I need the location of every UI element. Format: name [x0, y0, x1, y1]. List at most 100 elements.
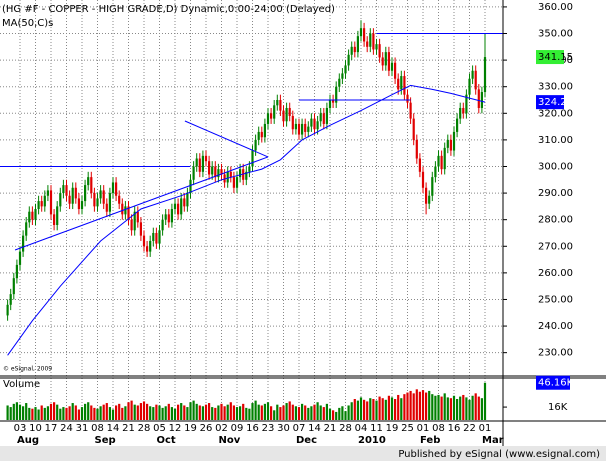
volume-bar: [220, 403, 223, 420]
volume-bar: [369, 398, 372, 420]
candle-body: [127, 206, 130, 220]
volume-bar: [276, 404, 279, 420]
candle-body: [239, 169, 242, 178]
volume-bar: [183, 405, 186, 420]
month-label: 2010: [358, 435, 386, 446]
volume-bar: [443, 393, 446, 420]
volume-bar: [254, 400, 257, 420]
candle-body: [483, 57, 487, 93]
candle-body: [356, 36, 359, 53]
volume-bar: [161, 407, 164, 420]
candle-body: [313, 118, 316, 130]
volume-bar: [239, 406, 242, 420]
volume-bar: [266, 402, 270, 420]
candle-body: [291, 115, 294, 130]
candle-body: [56, 206, 59, 225]
y-tick-label: 290.00: [538, 188, 573, 199]
candle-body: [37, 201, 40, 210]
candle-body: [425, 187, 428, 204]
candle-body: [220, 169, 223, 175]
volume-bar: [465, 397, 468, 420]
x-tick-label: 03: [14, 423, 27, 434]
x-tick-label: 25: [401, 423, 414, 434]
volume-bar: [170, 407, 173, 420]
volume-bar: [49, 403, 53, 420]
candle-body: [254, 139, 257, 151]
trendline: [14, 156, 269, 251]
volume-bar: [474, 393, 477, 420]
volume-bar: [99, 406, 102, 420]
volume-bar: [115, 405, 118, 420]
candle-body: [387, 52, 390, 71]
volume-bar: [208, 403, 211, 420]
candle-body: [285, 107, 288, 122]
footer-band: [0, 446, 606, 461]
candle-body: [359, 28, 363, 37]
candle-body: [270, 113, 273, 119]
candle-body: [400, 76, 403, 90]
marks: [0, 20, 504, 420]
volume-bar: [90, 405, 93, 420]
candle-body: [87, 177, 90, 186]
x-tick-label: 17: [45, 423, 58, 434]
candle-body: [167, 214, 170, 223]
candle-body: [93, 193, 96, 207]
y-tick-label: 320.00: [538, 108, 573, 119]
volume-bar: [65, 407, 68, 420]
candle-body: [440, 155, 443, 170]
volume-bar: [291, 404, 294, 420]
candle-body: [325, 107, 328, 124]
candle-body: [378, 44, 381, 58]
volume-bar: [332, 410, 335, 420]
candle-body: [474, 70, 477, 90]
candle-body: [322, 113, 325, 124]
volume-bar: [195, 403, 198, 420]
volume-bar: [152, 407, 155, 420]
x-tick-label: 01: [479, 423, 492, 434]
candle-body: [124, 206, 127, 215]
volume-bar: [118, 403, 121, 420]
candle-body: [304, 123, 307, 132]
candle-body: [353, 46, 356, 53]
candle-body: [251, 150, 254, 167]
volume-bar: [9, 407, 12, 420]
candle-body: [276, 100, 279, 106]
candle-body: [223, 174, 226, 183]
ma-line: [7, 84, 486, 356]
candle-body: [12, 278, 15, 295]
candle-body: [310, 118, 313, 127]
candle-body: [319, 113, 322, 122]
candle-body: [130, 219, 133, 231]
candle-body: [59, 193, 62, 207]
y-tick-label: 310.00: [538, 135, 573, 146]
volume-label: Volume: [3, 379, 40, 390]
volume-bar: [84, 403, 87, 420]
candle-body: [133, 211, 136, 231]
candle-body: [468, 78, 471, 95]
candle-body: [366, 41, 369, 47]
candle-body: [115, 182, 118, 196]
volume-bar: [77, 409, 80, 420]
last-price-label: 341.15: [538, 52, 573, 63]
month-label: Sep: [95, 435, 116, 446]
candle-body: [62, 185, 65, 194]
candle-body: [186, 193, 189, 207]
volume-bar: [164, 406, 167, 420]
candle-body: [434, 166, 437, 178]
volume-bar: [136, 405, 139, 420]
volume-bar: [6, 405, 9, 420]
volume-bar: [381, 398, 384, 420]
candle-body: [328, 100, 332, 108]
volume-bar: [456, 399, 459, 420]
volume-bar: [425, 392, 428, 420]
candle-body: [77, 198, 80, 210]
candle-body: [142, 235, 146, 247]
x-tick-label: 12: [169, 423, 182, 434]
volume-bar: [28, 407, 31, 420]
volume-bar: [390, 397, 394, 420]
candle-body: [428, 195, 431, 204]
volume-bar: [328, 408, 332, 420]
x-tick-label: 04: [355, 423, 368, 434]
x-tick-label: 28: [339, 423, 352, 434]
